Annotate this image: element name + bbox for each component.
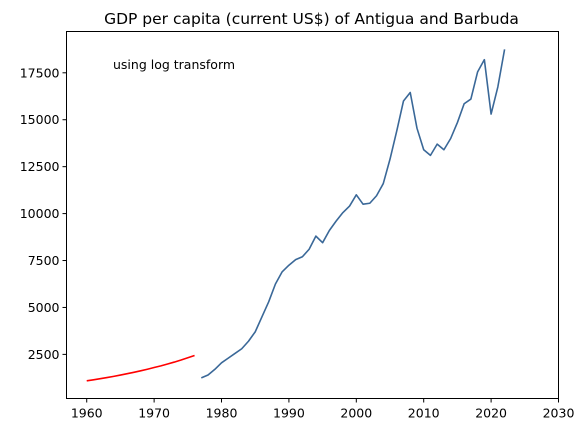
x-tick-label-1960: 1960 — [71, 406, 103, 421]
y-tick-label-15000: 15000 — [20, 112, 60, 127]
plot-frame — [66, 31, 559, 399]
x-tick-label-2030: 2030 — [543, 406, 575, 421]
chart-title: GDP per capita (current US$) of Antigua … — [104, 10, 519, 28]
y-tick-label-7500: 7500 — [28, 253, 60, 268]
y-tick-label-12500: 12500 — [20, 159, 60, 174]
y-tick-label-5000: 5000 — [28, 300, 60, 315]
x-tick-label-2010: 2010 — [408, 406, 440, 421]
series-layer — [86, 49, 506, 382]
x-tick-label-2020: 2020 — [475, 406, 507, 421]
y-axis: 2500 5000 7500 10000 12500 15000 17500 — [20, 65, 67, 362]
x-tick-label-1970: 1970 — [138, 406, 170, 421]
x-axis: 1960 1970 1980 1990 2000 2010 2020 2030 — [71, 398, 575, 421]
y-tick-label-17500: 17500 — [20, 65, 60, 80]
log-transform-annotation: using log transform — [113, 57, 235, 72]
y-tick-label-10000: 10000 — [20, 206, 60, 221]
y-tick-label-2500: 2500 — [28, 347, 60, 362]
x-tick-label-2000: 2000 — [340, 406, 372, 421]
series-line-0 — [86, 354, 195, 382]
x-tick-label-1990: 1990 — [273, 406, 305, 421]
series-line-1 — [200, 49, 506, 379]
x-tick-label-1980: 1980 — [206, 406, 238, 421]
